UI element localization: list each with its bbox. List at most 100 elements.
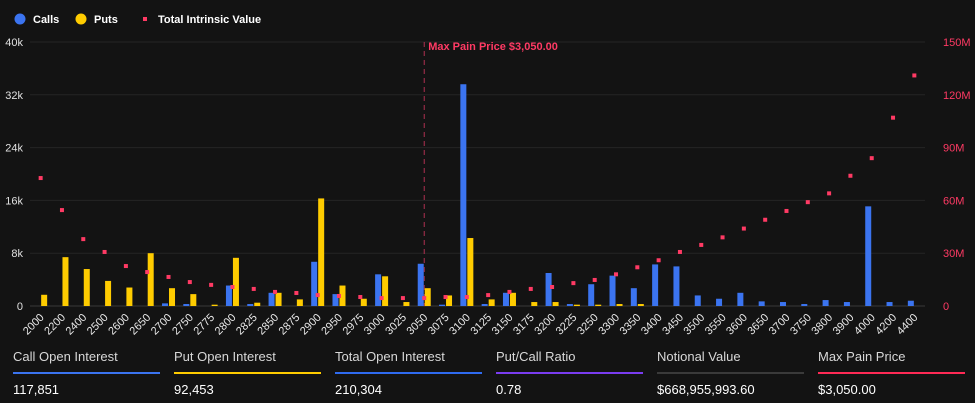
x-tick-label: 2400 <box>64 312 90 338</box>
y-left-tick-label: 0 <box>17 301 23 313</box>
put-bar <box>105 280 112 306</box>
intrinsic-point <box>81 237 86 242</box>
legend-marker-intrinsic <box>143 17 147 21</box>
x-tick-label: 3300 <box>596 312 622 338</box>
call-bar <box>630 288 637 306</box>
max-pain-label: Max Pain Price $3,050.00 <box>428 41 558 53</box>
call-bar <box>694 295 701 306</box>
x-tick-label: 3250 <box>575 312 601 338</box>
x-tick-label: 4400 <box>895 312 921 338</box>
put-bar <box>254 302 261 306</box>
x-tick-label: 2800 <box>213 312 239 338</box>
legend-marker-calls <box>14 13 26 25</box>
call-bar <box>822 300 829 306</box>
call-bar <box>481 304 488 306</box>
intrinsic-point <box>379 296 384 301</box>
legend-marker-puts <box>75 13 87 25</box>
put-bar <box>595 304 602 306</box>
call-bar <box>502 292 509 306</box>
intrinsic-point <box>145 270 150 275</box>
put-bar <box>126 287 133 306</box>
x-tick-label: 3025 <box>383 312 409 338</box>
put-bar <box>275 292 282 306</box>
intrinsic-point <box>358 295 363 300</box>
intrinsic-point <box>123 264 128 269</box>
x-tick-label: 4200 <box>873 312 899 338</box>
x-tick-label: 3600 <box>724 312 750 338</box>
x-tick-label: 3550 <box>703 312 729 338</box>
stat-total-oi: Total Open Interest 210,304 <box>335 349 482 397</box>
call-bar <box>247 304 254 306</box>
call-bar <box>268 292 275 306</box>
y-left-tick-label: 32k <box>5 90 23 102</box>
stat-underline <box>496 372 643 374</box>
intrinsic-point <box>869 156 874 161</box>
x-tick-label: 3150 <box>490 312 516 338</box>
intrinsic-point <box>656 258 661 263</box>
x-tick-label: 2950 <box>319 312 345 338</box>
intrinsic-point <box>315 293 320 298</box>
stat-underline <box>174 372 321 374</box>
call-bar <box>758 301 765 306</box>
x-tick-label: 2850 <box>255 312 281 338</box>
stat-underline <box>335 372 482 374</box>
intrinsic-point <box>827 191 832 196</box>
call-bar <box>843 302 850 306</box>
open-interest-chart: 0 8k 16k 24k 32k 40k 0 30M 60M 90M 120M 150M Max Pai… <box>5 13 971 338</box>
put-bar <box>552 302 559 306</box>
x-tick-label: 3800 <box>809 312 835 338</box>
put-bar <box>467 238 474 306</box>
put-bar <box>573 304 580 306</box>
intrinsic-point <box>592 277 597 282</box>
intrinsic-point <box>209 282 214 287</box>
stats-row: Call Open Interest 117,851 Put Open Inter… <box>13 349 965 397</box>
x-tick-label: 2500 <box>85 312 111 338</box>
x-tick-label: 2600 <box>106 312 132 338</box>
put-bar <box>147 253 154 306</box>
x-tick-label: 3400 <box>639 312 665 338</box>
call-bar <box>652 264 659 306</box>
legend-label: Puts <box>94 14 118 26</box>
call-bar <box>588 284 595 306</box>
intrinsic-point <box>400 296 405 301</box>
x-tick-label: 3175 <box>511 312 537 338</box>
call-bar <box>545 273 552 306</box>
x-tick-label: 3200 <box>532 312 558 338</box>
intrinsic-point <box>102 249 107 254</box>
y-right-tick-label: 0 <box>943 301 949 313</box>
put-bar <box>318 198 325 306</box>
intrinsic-point <box>443 295 448 300</box>
call-bar <box>737 292 744 306</box>
stat-underline <box>657 372 804 374</box>
y-right-tick-label: 60M <box>943 195 964 207</box>
stat-max-pain: Max Pain Price $3,050.00 <box>818 349 965 397</box>
intrinsic-point <box>763 217 768 222</box>
stat-call-oi: Call Open Interest 117,851 <box>13 349 160 397</box>
call-bar <box>907 300 914 306</box>
intrinsic-point <box>507 289 512 294</box>
y-left-tick-label: 40k <box>5 37 23 49</box>
intrinsic-point <box>486 293 491 298</box>
call-bar <box>311 261 318 306</box>
y-left-tick-label: 16k <box>5 195 23 207</box>
call-bar <box>716 298 723 306</box>
x-tick-label: 3450 <box>660 312 686 338</box>
x-tick-label: 3050 <box>405 312 431 338</box>
x-tick-label: 4000 <box>852 312 878 338</box>
call-bar <box>460 84 467 307</box>
intrinsic-point <box>848 173 853 178</box>
put-bar <box>382 276 389 306</box>
x-tick-label: 3350 <box>618 312 644 338</box>
put-bar <box>169 288 176 306</box>
intrinsic-point <box>550 284 555 289</box>
intrinsic-point <box>59 208 64 213</box>
x-tick-label: 2650 <box>128 312 154 338</box>
put-bar <box>637 304 644 306</box>
intrinsic-point <box>720 235 725 240</box>
intrinsic-point <box>805 200 810 205</box>
legend-label: Calls <box>33 14 59 26</box>
x-tick-label: 2775 <box>191 312 217 338</box>
y-right-tick-label: 30M <box>943 248 964 260</box>
call-bar <box>673 266 680 306</box>
intrinsic-point <box>741 226 746 231</box>
